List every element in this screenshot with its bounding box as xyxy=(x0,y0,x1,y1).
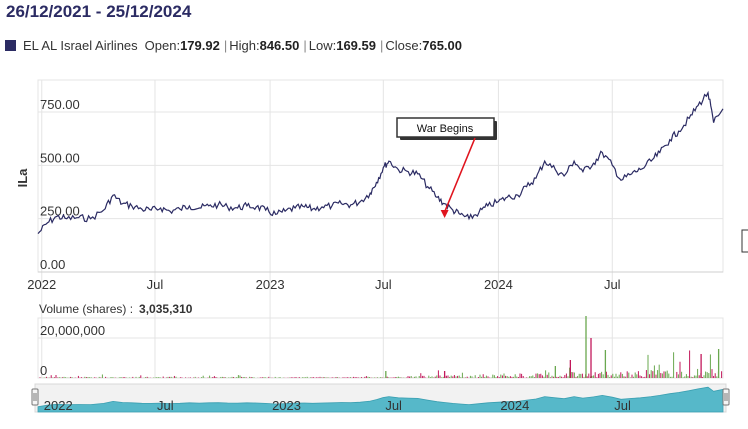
war-begins-annotation: War Begins xyxy=(396,117,497,218)
y-tick-label: 500.00 xyxy=(40,150,80,165)
navigator-tick-label: Jul xyxy=(614,398,631,413)
x-tick-label: 2023 xyxy=(256,277,285,292)
series-swatch xyxy=(5,40,16,51)
open-value: 179.92 xyxy=(180,38,220,53)
navigator-tick-label: Jul xyxy=(157,398,174,413)
volume-readout: Volume (shares) : 3,035,310 xyxy=(39,302,192,316)
annotation-arrow-head xyxy=(440,210,449,218)
navigator-tick-label: 2023 xyxy=(272,398,301,413)
x-tick-label: 2024 xyxy=(484,277,513,292)
series-name: EL AL Israel Airlines xyxy=(23,38,138,53)
series-legend: EL AL Israel Airlines Open: 179.92 | Hig… xyxy=(5,38,464,53)
navigator-tick-label: 2024 xyxy=(500,398,529,413)
open-label: Open: xyxy=(144,38,181,53)
price-series-line xyxy=(37,90,724,234)
x-tick-label: Jul xyxy=(375,277,392,292)
volume-panel: 0 20,000,000 xyxy=(37,316,724,379)
separator: | xyxy=(223,38,228,53)
annotation-box xyxy=(396,117,495,138)
navigator-panel: 2022 Jul 2023 Jul 2024 Jul xyxy=(31,383,730,413)
chart-date-range: 26/12/2021 - 25/12/2024 xyxy=(6,2,192,21)
low-value: 169.59 xyxy=(336,38,376,53)
volume-label: Volume (shares) : xyxy=(39,302,134,316)
navigator-tick-label: 2022 xyxy=(44,398,73,413)
navigator-right-handle[interactable] xyxy=(722,388,730,406)
y-axis-label: ILa xyxy=(15,168,30,188)
navigator-left-handle[interactable] xyxy=(31,388,39,406)
volume-plot-frame xyxy=(37,317,724,379)
navigator-area xyxy=(37,386,724,413)
high-label: High: xyxy=(229,38,260,53)
navigator-tick-label: Jul xyxy=(385,398,402,413)
close-value: 765.00 xyxy=(422,38,462,53)
volume-tick-label: 0 xyxy=(40,363,47,378)
close-label: Close: xyxy=(385,38,423,53)
x-tick-label: Jul xyxy=(147,277,164,292)
scroll-edge-marker xyxy=(741,229,748,253)
y-tick-label: 250.00 xyxy=(40,204,80,219)
annotation-arrow-line xyxy=(443,137,476,213)
y-tick-label: 750.00 xyxy=(40,97,80,112)
separator: | xyxy=(303,38,307,53)
volume-tick-label: 20,000,000 xyxy=(40,323,105,338)
high-value: 846.50 xyxy=(259,38,300,53)
annotation-text: War Begins xyxy=(417,123,474,135)
x-tick-label: 2022 xyxy=(27,277,56,292)
x-tick-label: Jul xyxy=(604,277,621,292)
volume-value: 3,035,310 xyxy=(139,302,193,316)
y-tick-label: 0.00 xyxy=(40,257,65,272)
price-axis: 0.00 250.00 500.00 750.00 2022 Jul 2023 Jul 2024… xyxy=(27,97,620,292)
price-grid xyxy=(37,79,724,378)
separator: | xyxy=(379,38,384,53)
low-label: Low: xyxy=(308,38,337,53)
